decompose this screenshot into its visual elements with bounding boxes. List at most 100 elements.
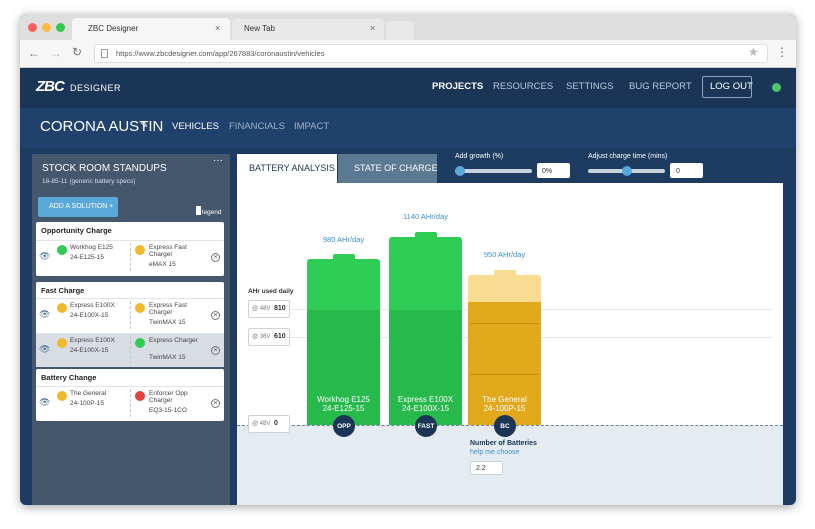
battery-name: Workhog E125 <box>70 244 113 251</box>
tab-close[interactable]: × <box>370 23 376 33</box>
project-tab[interactable]: VEHICLES <box>172 121 219 132</box>
status-dot <box>772 83 781 92</box>
edit-icon[interactable]: ✎ <box>140 120 149 131</box>
charger-model: TwinMAX 15 <box>149 354 186 361</box>
level-value: 0 <box>274 420 278 427</box>
legend-label[interactable]: legend <box>202 209 222 216</box>
battery-icon <box>57 245 67 255</box>
battery-cap <box>415 232 437 238</box>
battery-body <box>468 275 541 303</box>
charger-model: EQ3-15-1CO <box>149 407 187 414</box>
minimize-dot[interactable] <box>42 23 51 32</box>
row-divider <box>130 301 131 329</box>
level-value: 810 <box>274 305 286 312</box>
ahr-title: AHr used daily <box>248 288 294 295</box>
forward-button[interactable]: → <box>50 46 62 60</box>
growth-input[interactable] <box>537 163 570 178</box>
charge-label: Adjust charge time (mins) <box>588 153 668 160</box>
battery-divider <box>470 374 539 375</box>
battery-cap <box>333 254 355 260</box>
nav-item[interactable]: SETTINGS <box>566 81 614 92</box>
nav-item[interactable]: BUG REPORT <box>629 81 692 92</box>
add-solution-button[interactable] <box>38 197 118 217</box>
visibility-icon[interactable]: 👁 <box>39 251 51 261</box>
help-link[interactable]: help me choose <box>470 449 520 456</box>
new-tab[interactable] <box>386 21 414 40</box>
visibility-icon[interactable]: 👁 <box>39 344 51 354</box>
battery-badge[interactable]: FAST <box>415 415 437 437</box>
remove-icon[interactable]: × <box>211 346 220 355</box>
visibility-icon[interactable]: 👁 <box>39 397 51 407</box>
battery-fill <box>307 310 380 425</box>
growth-handle[interactable] <box>455 166 465 176</box>
charger-name: Express Fast Charger <box>149 244 187 259</box>
battery-fill <box>468 302 541 425</box>
bookmark-star[interactable]: ★ <box>748 45 759 59</box>
battery-divider <box>470 323 539 324</box>
battery-name: Workhog E125 <box>317 395 370 404</box>
remove-icon[interactable]: × <box>211 311 220 320</box>
count-input[interactable] <box>470 461 503 475</box>
battery-model: 24-E125-15 <box>70 254 104 261</box>
charger-icon <box>135 391 145 401</box>
url: https://www.zbcdesigner.com/app/267883/c… <box>116 49 325 58</box>
analysis-tab[interactable] <box>338 154 437 183</box>
group-title: Opportunity Charge <box>41 226 112 235</box>
group-title: Fast Charge <box>41 286 85 295</box>
nav-item[interactable]: PROJECTS <box>432 81 484 92</box>
project-name: CORONA AUSTIN <box>40 118 164 135</box>
logo-text: DESIGNER <box>70 83 122 93</box>
battery-model: 24-E100X-15 <box>70 312 109 319</box>
level-voltage: @ 48V <box>252 306 271 312</box>
close-dot[interactable] <box>28 23 37 32</box>
analysis-tab-active[interactable] <box>237 154 337 183</box>
project-tab[interactable]: IMPACT <box>294 121 330 132</box>
project-tab[interactable]: FINANCIALS <box>229 121 285 132</box>
charger-name: Express Fast Charger <box>149 302 187 317</box>
battery-model: 24-E125-15 <box>322 404 365 413</box>
app-nav <box>20 68 796 108</box>
back-button[interactable]: ← <box>28 46 40 60</box>
charger-name: Enforcer Opp Charger <box>149 390 188 405</box>
row-divider <box>130 336 131 364</box>
charge-input[interactable] <box>670 163 703 178</box>
charge-value: 0 <box>676 168 680 175</box>
visibility-icon[interactable]: 👁 <box>39 309 51 319</box>
level-box <box>248 300 290 318</box>
more-menu[interactable]: ··· <box>213 155 223 166</box>
growth-value: 0% <box>542 168 553 175</box>
battery-badge[interactable]: BC <box>494 415 516 437</box>
battery-model: 24-100P-15 <box>70 400 104 407</box>
analysis-tab-label: STATE OF CHARGE <box>354 163 438 173</box>
nav-item[interactable]: RESOURCES <box>493 81 554 92</box>
level-voltage: @ 48V <box>252 421 271 427</box>
remove-icon[interactable]: × <box>211 253 220 262</box>
maximize-dot[interactable] <box>56 23 65 32</box>
battery-icon <box>57 391 67 401</box>
tab-title: ZBC Designer <box>88 24 139 33</box>
sidebar-subtitle: 18-85-11 (generic battery specs) <box>42 178 136 185</box>
level-value: 610 <box>274 333 286 340</box>
reload-button[interactable]: ↻ <box>72 45 83 59</box>
remove-icon[interactable]: × <box>211 399 220 408</box>
logout-label: LOG OUT <box>710 81 753 92</box>
tab-title: New Tab <box>244 24 275 33</box>
battery-cap <box>494 270 516 276</box>
growth-slider[interactable] <box>455 169 532 173</box>
growth-label: Add growth (%) <box>455 153 504 160</box>
logout-button[interactable] <box>702 76 752 98</box>
level-box <box>248 415 290 433</box>
browser-tab[interactable] <box>232 19 384 40</box>
battery-name: The General <box>70 390 107 397</box>
browser-tab[interactable] <box>72 18 230 40</box>
baseline-area <box>237 425 783 505</box>
menu-button[interactable]: ⋮ <box>776 45 788 59</box>
address-bar[interactable] <box>94 44 768 63</box>
battery-badge[interactable]: OPP <box>333 415 355 437</box>
page-icon <box>101 49 108 58</box>
add-solution-label: ADD A SOLUTION + <box>49 203 114 210</box>
charge-handle[interactable] <box>622 166 632 176</box>
legend-icon <box>196 206 201 215</box>
battery-name: The General <box>482 395 527 404</box>
tab-close[interactable]: × <box>215 23 221 33</box>
